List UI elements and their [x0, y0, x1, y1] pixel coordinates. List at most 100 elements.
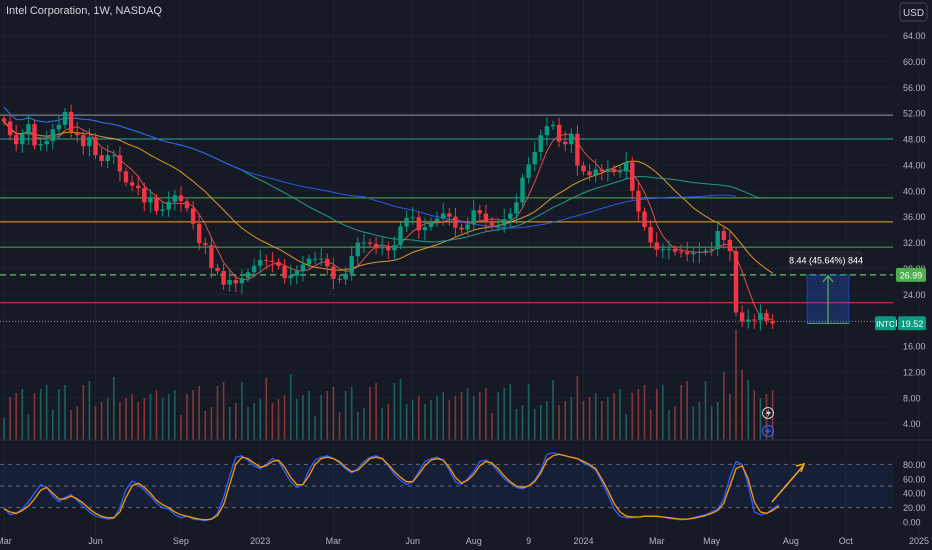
candle-body[interactable] [355, 242, 360, 257]
candle-body[interactable] [148, 197, 153, 203]
candle-body[interactable] [75, 132, 80, 136]
candle-body[interactable] [508, 213, 513, 220]
candle-body[interactable] [233, 280, 238, 284]
candle-body[interactable] [300, 264, 306, 272]
candle-body[interactable] [471, 210, 476, 225]
candle-body[interactable] [331, 266, 336, 279]
candle-body[interactable] [422, 227, 428, 231]
candle-body[interactable] [197, 223, 202, 244]
candle-body[interactable] [129, 182, 135, 186]
candle-body[interactable] [575, 133, 580, 166]
candle-body[interactable] [32, 124, 37, 146]
candle-body[interactable] [569, 133, 574, 145]
candle-body[interactable] [184, 201, 190, 209]
candle-body[interactable] [142, 188, 147, 203]
candle-body[interactable] [428, 221, 434, 228]
candle-body[interactable] [434, 218, 440, 222]
candle-body[interactable] [7, 121, 13, 136]
candle-body[interactable] [538, 135, 543, 152]
candle-body[interactable] [746, 319, 751, 322]
candle-body[interactable] [26, 124, 31, 135]
candle-body[interactable] [227, 280, 232, 285]
candle-body[interactable] [373, 243, 379, 249]
candle-body[interactable] [630, 162, 635, 191]
candle-body[interactable] [678, 251, 684, 253]
candle-body[interactable] [495, 225, 501, 227]
candle-body[interactable] [453, 216, 458, 228]
candle-body[interactable] [306, 258, 312, 265]
candle-body[interactable] [209, 245, 214, 268]
candle-body[interactable] [691, 252, 696, 255]
candle-body[interactable] [489, 221, 495, 226]
candle-body[interactable] [648, 227, 653, 243]
plus-circle-icon[interactable] [761, 424, 775, 438]
candle-body[interactable] [727, 239, 733, 251]
candle-body[interactable] [410, 217, 415, 219]
candle-body[interactable] [337, 278, 342, 280]
candle-body[interactable] [203, 243, 208, 246]
candle-body[interactable] [136, 185, 141, 189]
candle-body[interactable] [160, 209, 165, 211]
candle-body[interactable] [611, 168, 617, 173]
candle-body[interactable] [685, 252, 690, 255]
candle-body[interactable] [770, 320, 775, 324]
candle-body[interactable] [178, 195, 184, 202]
candle-body[interactable] [386, 247, 391, 251]
candle-body[interactable] [239, 278, 245, 284]
candle-body[interactable] [1, 118, 7, 122]
candle-body[interactable] [709, 249, 714, 251]
candle-body[interactable] [605, 168, 611, 172]
candle-body[interactable] [587, 171, 592, 176]
candle-body[interactable] [752, 319, 757, 321]
candle-body[interactable] [343, 273, 348, 280]
candle-body[interactable] [288, 275, 293, 279]
candle-body[interactable] [87, 137, 92, 147]
candle-body[interactable] [81, 135, 86, 147]
candle-body[interactable] [624, 162, 629, 172]
candle-body[interactable] [447, 213, 452, 217]
candle-body[interactable] [556, 124, 562, 142]
candle-body[interactable] [642, 211, 647, 228]
candle-body[interactable] [617, 171, 623, 173]
candle-body[interactable] [361, 242, 367, 244]
candle-body[interactable] [593, 169, 598, 176]
candle-body[interactable] [312, 258, 318, 260]
candle-body[interactable] [550, 124, 556, 127]
candle-body[interactable] [666, 249, 672, 251]
candle-body[interactable] [544, 126, 550, 136]
candle-body[interactable] [190, 208, 196, 224]
candle-body[interactable] [154, 197, 159, 211]
candle-body[interactable] [764, 313, 769, 321]
candle-body[interactable] [398, 226, 403, 246]
candle-body[interactable] [697, 251, 702, 253]
candle-body[interactable] [276, 261, 281, 266]
candle-body[interactable] [367, 242, 373, 244]
candle-body[interactable] [532, 151, 537, 165]
candle-body[interactable] [319, 258, 324, 260]
candle-body[interactable] [672, 249, 678, 252]
candle-body[interactable] [520, 177, 525, 203]
candle-body[interactable] [14, 135, 19, 145]
candlesticks[interactable] [1, 104, 775, 331]
candle-body[interactable] [44, 140, 49, 145]
candle-body[interactable] [599, 169, 604, 172]
candle-body[interactable] [111, 155, 116, 157]
candle-body[interactable] [733, 250, 739, 313]
candle-body[interactable] [215, 267, 220, 272]
candle-body[interactable] [721, 230, 726, 240]
candle-body[interactable] [50, 129, 55, 141]
candle-body[interactable] [93, 137, 98, 156]
candle-body[interactable] [660, 249, 665, 251]
lightning-icon[interactable] [762, 407, 774, 419]
candle-body[interactable] [349, 256, 354, 274]
candle-body[interactable] [245, 272, 251, 279]
candle-body[interactable] [221, 271, 226, 285]
candle-body[interactable] [739, 312, 745, 322]
candle-body[interactable] [264, 260, 269, 262]
candle-body[interactable] [56, 124, 62, 130]
candle-body[interactable] [20, 134, 25, 145]
currency-button[interactable]: USD [899, 2, 928, 22]
candle-body[interactable] [514, 202, 519, 214]
candle-body[interactable] [703, 250, 708, 252]
candle-body[interactable] [117, 155, 123, 172]
